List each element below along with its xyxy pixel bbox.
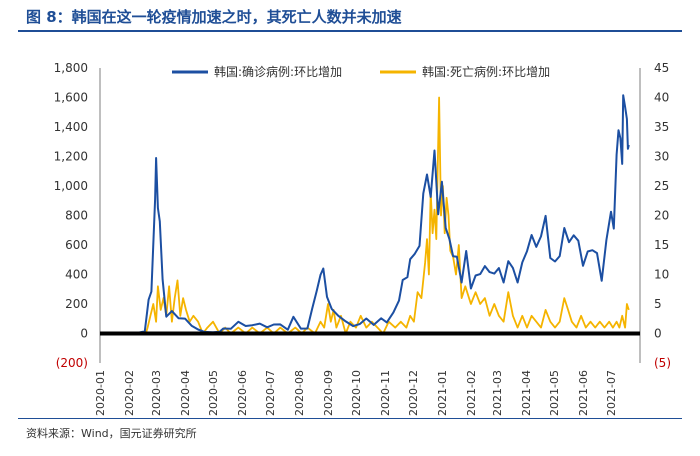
y-left-tick-label: 400 bbox=[65, 268, 88, 282]
y-left-tick-label: 1,400 bbox=[54, 120, 88, 134]
y-left-tick-label: 600 bbox=[65, 238, 88, 252]
y-right-tick-label: (5) bbox=[654, 356, 671, 370]
y-left-tick-label: 200 bbox=[65, 297, 88, 311]
y-right-tick-label: 25 bbox=[654, 179, 669, 193]
source-note: 资料来源：Wind，国元证券研究所 bbox=[26, 427, 197, 440]
x-tick-label: 2021-05 bbox=[548, 370, 561, 416]
y-right-tick-label: 0 bbox=[654, 327, 662, 341]
x-tick-label: 2020-07 bbox=[264, 370, 277, 416]
x-tick-label: 2021-04 bbox=[520, 370, 533, 416]
line-chart: (200)02004006008001,0001,2001,4001,6001,… bbox=[54, 61, 671, 416]
x-tick-label: 2021-06 bbox=[577, 370, 590, 416]
y-left-tick-label: 1,200 bbox=[54, 150, 88, 164]
x-tick-label: 2020-11 bbox=[379, 370, 392, 416]
y-right-tick-label: 10 bbox=[654, 268, 669, 282]
x-tick-label: 2020-01 bbox=[94, 370, 107, 416]
x-tick-label: 2021-03 bbox=[491, 370, 504, 416]
y-right-tick-label: 15 bbox=[654, 238, 669, 252]
x-tick-label: 2020-04 bbox=[179, 370, 192, 416]
x-tick-label: 2020-06 bbox=[236, 370, 249, 416]
y-right-tick-label: 20 bbox=[654, 209, 669, 223]
x-tick-label: 2020-12 bbox=[407, 370, 420, 416]
y-left-tick-label: 0 bbox=[80, 327, 88, 341]
y-left-tick-label: (200) bbox=[56, 356, 88, 370]
y-right-tick-label: 30 bbox=[654, 150, 669, 164]
y-left-tick-label: 1,800 bbox=[54, 61, 88, 75]
x-tick-label: 2020-10 bbox=[350, 370, 363, 416]
x-tick-label: 2021-01 bbox=[436, 370, 449, 416]
x-tick-label: 2020-09 bbox=[322, 370, 335, 416]
x-tick-label: 2020-02 bbox=[123, 370, 136, 416]
x-tick-label: 2021-02 bbox=[465, 370, 478, 416]
series-line-confirmed bbox=[117, 94, 630, 335]
x-tick-label: 2020-03 bbox=[150, 370, 163, 416]
chart-legend: 韩国:确诊病例:环比增加 韩国:死亡病例:环比增加 bbox=[172, 64, 550, 79]
title-rule bbox=[18, 30, 682, 32]
legend-label: 韩国:确诊病例:环比增加 bbox=[214, 64, 342, 79]
series-line-deaths bbox=[117, 96, 630, 335]
y-left-tick-label: 800 bbox=[65, 209, 88, 223]
footer-rule bbox=[18, 418, 682, 419]
axes-layer: (200)02004006008001,0001,2001,4001,6001,… bbox=[54, 61, 671, 416]
series-layer bbox=[100, 94, 640, 336]
legend-label: 韩国:死亡病例:环比增加 bbox=[422, 64, 550, 79]
y-right-tick-label: 35 bbox=[654, 120, 669, 134]
y-right-tick-label: 5 bbox=[654, 297, 662, 311]
y-right-tick-label: 45 bbox=[654, 61, 669, 75]
y-left-tick-label: 1,000 bbox=[54, 179, 88, 193]
x-tick-label: 2020-05 bbox=[207, 370, 220, 416]
x-tick-label: 2020-08 bbox=[293, 370, 306, 416]
figure-title: 图 8：韩国在这一轮疫情加速之时，其死亡人数并未加速 bbox=[26, 8, 402, 26]
x-tick-label: 2021-07 bbox=[605, 370, 618, 416]
y-right-tick-label: 40 bbox=[654, 91, 669, 105]
y-left-tick-label: 1,600 bbox=[54, 91, 88, 105]
